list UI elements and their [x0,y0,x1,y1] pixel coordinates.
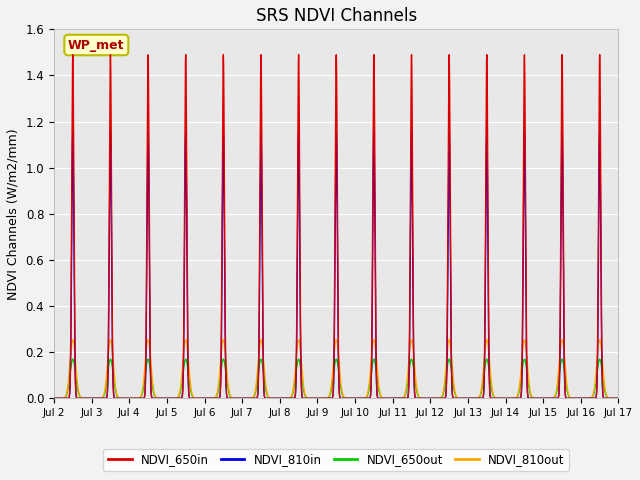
Title: SRS NDVI Channels: SRS NDVI Channels [255,7,417,25]
Legend: NDVI_650in, NDVI_810in, NDVI_650out, NDVI_810out: NDVI_650in, NDVI_810in, NDVI_650out, NDV… [103,449,569,471]
Y-axis label: NDVI Channels (W/m2/mm): NDVI Channels (W/m2/mm) [7,128,20,300]
Text: WP_met: WP_met [68,38,125,51]
